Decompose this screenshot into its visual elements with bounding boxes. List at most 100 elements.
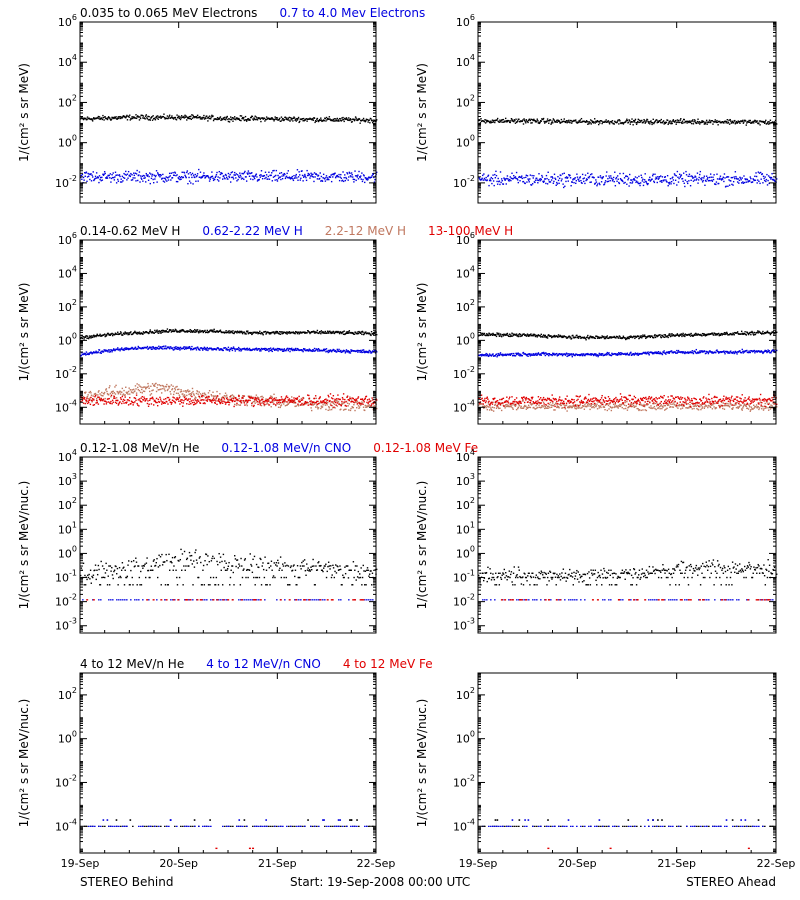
- data-point: [216, 330, 219, 333]
- data-point: [539, 121, 541, 123]
- data-point: [283, 350, 285, 352]
- data-point: [731, 183, 733, 186]
- data-point: [334, 399, 337, 401]
- data-point: [272, 398, 275, 400]
- data-point: [215, 395, 218, 397]
- data-point: [589, 119, 592, 121]
- data-point: [334, 349, 337, 352]
- data-point: [622, 122, 624, 124]
- data-point: [727, 122, 729, 124]
- data-point: [223, 400, 225, 402]
- data-point: [506, 177, 508, 180]
- data-point: [201, 348, 203, 350]
- data-point: [273, 175, 276, 178]
- data-point: [260, 347, 263, 350]
- data-point: [677, 119, 680, 122]
- data-point: [696, 172, 699, 174]
- data-point: [669, 120, 672, 122]
- data-point: [666, 174, 669, 177]
- data-point: [159, 388, 161, 391]
- data-point: [264, 177, 266, 180]
- data-point: [115, 397, 118, 399]
- data-point: [336, 174, 339, 177]
- data-point: [186, 331, 189, 333]
- data-point: [127, 393, 129, 395]
- y-tick-label: 102: [58, 93, 77, 109]
- data-point: [514, 122, 517, 124]
- data-point: [206, 329, 209, 332]
- data-point: [294, 405, 296, 408]
- data-point: [592, 122, 595, 124]
- data-point: [588, 121, 591, 123]
- data-point: [346, 396, 348, 398]
- data-point: [291, 118, 293, 120]
- data-point: [241, 117, 243, 120]
- data-point: [282, 332, 284, 335]
- data-point: [185, 115, 187, 117]
- data-point: [358, 170, 360, 173]
- data-point: [348, 351, 350, 353]
- data-point: [139, 400, 142, 403]
- data-point: [723, 173, 726, 175]
- data-point: [314, 395, 317, 397]
- data-point: [191, 172, 194, 175]
- data-point: [137, 332, 140, 334]
- data-point: [196, 114, 199, 117]
- data-point: [180, 117, 182, 119]
- data-point: [194, 176, 196, 179]
- data-point: [368, 119, 370, 121]
- data-point: [344, 174, 346, 176]
- data-point: [708, 176, 711, 179]
- data-point: [739, 177, 742, 179]
- data-point: [252, 175, 255, 177]
- data-point: [532, 177, 534, 179]
- data-point: [118, 392, 120, 394]
- data-point: [297, 348, 299, 350]
- data-point: [336, 399, 338, 402]
- data-point: [251, 349, 254, 351]
- data-point: [480, 178, 483, 181]
- data-point: [361, 349, 364, 351]
- data-point: [619, 172, 621, 175]
- data-point: [159, 398, 162, 400]
- data-point: [235, 173, 238, 175]
- data-point: [692, 119, 694, 121]
- data-point: [134, 346, 137, 348]
- data-point: [571, 337, 573, 340]
- data-point: [280, 172, 283, 174]
- data-point: [219, 401, 221, 404]
- data-point: [550, 335, 552, 337]
- data-point: [683, 182, 685, 185]
- data-point: [334, 172, 336, 174]
- data-point: [196, 173, 199, 175]
- data-point: [364, 181, 366, 184]
- data-point: [545, 174, 548, 177]
- data-point: [478, 119, 480, 122]
- data-point: [249, 178, 252, 180]
- data-point: [568, 174, 570, 176]
- data-point: [354, 119, 356, 121]
- data-point: [294, 119, 296, 121]
- data-point: [645, 120, 648, 122]
- data-point: [218, 347, 220, 350]
- data-point: [149, 172, 151, 174]
- data-point: [262, 118, 264, 120]
- data-point: [213, 328, 215, 331]
- data-point: [774, 122, 776, 124]
- data-point: [530, 118, 533, 121]
- y-axis-label: 1/(cm² s sr MeV): [17, 63, 31, 162]
- data-point: [202, 394, 204, 397]
- data-point: [342, 118, 345, 121]
- data-point: [629, 182, 631, 184]
- data-point: [247, 401, 249, 403]
- data-point: [336, 351, 338, 353]
- data-point: [168, 114, 171, 116]
- data-point: [255, 116, 258, 118]
- data-point: [98, 116, 101, 118]
- data-point: [340, 331, 343, 334]
- data-point: [180, 115, 183, 117]
- data-point: [501, 180, 503, 182]
- data-point: [137, 399, 140, 401]
- data-point: [95, 394, 97, 396]
